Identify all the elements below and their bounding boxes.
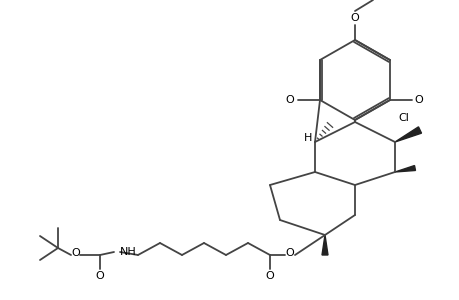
Text: O: O — [72, 248, 80, 258]
Text: O: O — [265, 271, 274, 281]
Polygon shape — [394, 127, 420, 142]
Text: O: O — [414, 95, 422, 105]
Text: Cl: Cl — [397, 113, 408, 123]
Text: NH: NH — [119, 247, 136, 257]
Text: O: O — [285, 248, 294, 258]
Polygon shape — [321, 235, 327, 255]
Polygon shape — [394, 166, 414, 172]
Text: O: O — [350, 13, 358, 23]
Text: H: H — [303, 133, 312, 143]
Text: O: O — [95, 271, 104, 281]
Text: O: O — [285, 95, 294, 105]
